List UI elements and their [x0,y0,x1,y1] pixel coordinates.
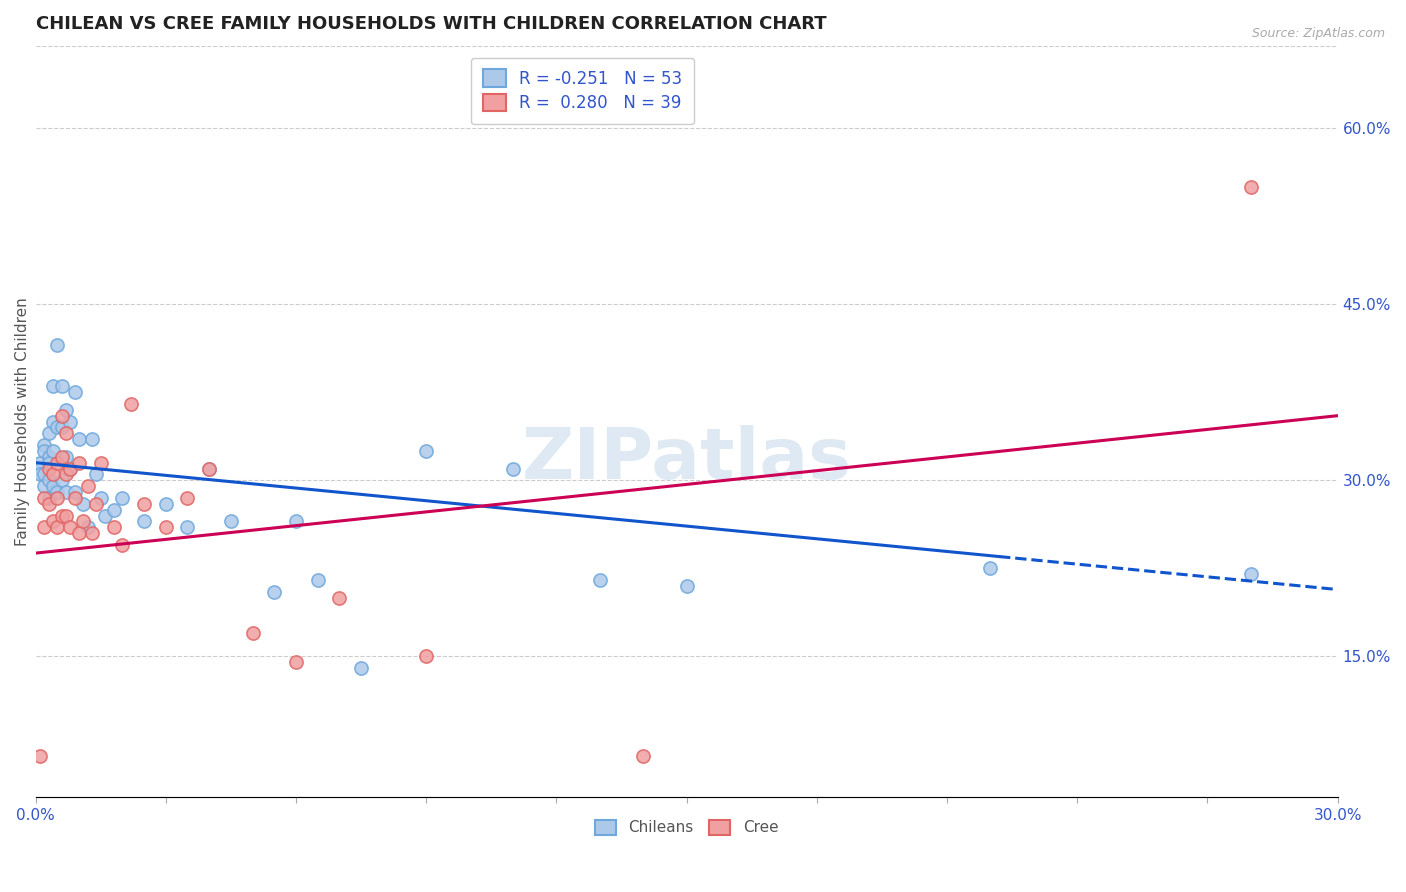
Point [94,508,117,523]
Point [67,526,90,541]
Point [32,444,55,458]
Point [51,409,73,423]
Point [979,561,1001,575]
Point [72,515,94,529]
Point [1240,179,1263,194]
Point [132,497,155,511]
Point [80,432,103,446]
Point [90,456,112,470]
Point [55,426,77,441]
Point [198,461,221,475]
Text: ZIPatlas: ZIPatlas [522,425,852,493]
Point [219,515,242,529]
Point [38,456,60,470]
Point [132,515,155,529]
Point [76,520,98,534]
Point [28,456,51,470]
Point [46,338,69,352]
Point [32,467,55,482]
Y-axis label: Family Households with Children: Family Households with Children [15,297,30,546]
Legend: Chileans, Cree: Chileans, Cree [585,809,789,847]
Point [46,485,69,500]
Point [59,520,82,534]
Point [59,461,82,475]
Point [176,491,198,505]
Point [86,497,108,511]
Point [67,432,90,446]
Point [285,515,308,529]
Point [59,461,82,475]
Point [38,491,60,505]
Point [51,473,73,487]
Point [42,444,65,458]
Point [32,479,55,493]
Point [42,515,65,529]
Point [80,526,103,541]
Point [415,649,437,664]
Point [46,520,69,534]
Text: Source: ZipAtlas.com: Source: ZipAtlas.com [1251,27,1385,40]
Point [32,520,55,534]
Point [63,485,86,500]
Point [55,402,77,417]
Text: CHILEAN VS CREE FAMILY HOUSEHOLDS WITH CHILDREN CORRELATION CHART: CHILEAN VS CREE FAMILY HOUSEHOLDS WITH C… [35,15,827,33]
Point [675,579,697,593]
Point [46,420,69,434]
Point [176,520,198,534]
Point [51,450,73,464]
Point [63,491,86,505]
Point [28,461,51,475]
Point [46,456,69,470]
Point [415,444,437,458]
Point [51,508,73,523]
Point [502,461,524,475]
Point [86,467,108,482]
Point [42,467,65,482]
Point [72,497,94,511]
Point [155,520,177,534]
Point [103,502,125,516]
Point [198,461,221,475]
Point [155,497,177,511]
Point [42,415,65,429]
Point [55,485,77,500]
Point [328,591,350,605]
Point [42,479,65,493]
Point [55,450,77,464]
Point [631,749,654,764]
Point [589,573,612,587]
Point [38,450,60,464]
Point [350,661,373,675]
Point [55,467,77,482]
Point [103,520,125,534]
Point [28,467,51,482]
Point [55,508,77,523]
Point [111,491,134,505]
Point [307,573,329,587]
Point [90,491,112,505]
Point [38,461,60,475]
Point [32,491,55,505]
Point [38,497,60,511]
Point [28,749,51,764]
Point [51,420,73,434]
Point [63,385,86,400]
Point [67,456,90,470]
Point [38,426,60,441]
Point [32,438,55,452]
Point [120,397,142,411]
Point [1240,567,1263,582]
Point [76,479,98,493]
Point [42,379,65,393]
Point [263,585,285,599]
Point [285,656,308,670]
Point [111,538,134,552]
Point [38,473,60,487]
Point [242,626,264,640]
Point [51,379,73,393]
Point [46,491,69,505]
Point [59,415,82,429]
